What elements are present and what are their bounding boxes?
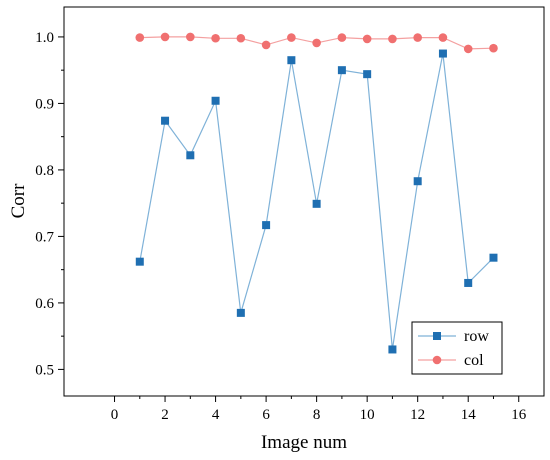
data-point-row	[262, 221, 271, 230]
legend-box	[411, 321, 503, 375]
data-point-row	[388, 345, 397, 354]
legend-label-col: col	[464, 352, 484, 369]
x-tick-label: 0	[111, 407, 119, 423]
x-tick-label: 14	[461, 407, 477, 423]
data-point-col	[135, 33, 145, 42]
series-layer	[135, 32, 498, 354]
data-point-col	[160, 32, 170, 42]
data-point-col	[388, 34, 397, 44]
data-point-col	[362, 34, 372, 44]
data-point-row	[363, 70, 372, 79]
data-point-row	[489, 253, 498, 262]
axes	[63, 6, 545, 397]
data-point-row	[287, 56, 296, 65]
data-point-col	[312, 38, 321, 48]
data-point-col	[211, 33, 220, 43]
legend-marker-row	[433, 332, 441, 340]
x-tick-label: 6	[262, 407, 270, 423]
data-point-row	[464, 278, 473, 287]
x-tick-label: 16	[511, 407, 527, 423]
data-point-col	[413, 33, 422, 42]
data-point-row	[337, 66, 346, 75]
data-point-row	[161, 116, 170, 125]
data-point-row	[413, 177, 422, 186]
x-tick-label: 10	[360, 407, 375, 423]
y-tick-label: 0.8	[35, 163, 54, 179]
plot-frame	[63, 6, 545, 397]
legend: row col	[411, 321, 503, 375]
data-point-col	[489, 43, 498, 53]
x-axis-ticks: 0 2 4 6 8 10 12 14 16	[111, 396, 527, 423]
data-point-row	[211, 96, 220, 105]
x-axis-title: Image num	[261, 432, 347, 453]
y-tick-label: 0.7	[35, 229, 54, 245]
y-tick-label: 0.5	[35, 362, 54, 378]
data-point-col	[261, 40, 271, 50]
y-tick-label: 0.9	[35, 96, 54, 112]
data-point-col	[337, 33, 347, 42]
data-point-col	[438, 33, 448, 42]
x-tick-label: 12	[410, 407, 425, 423]
x-tick-label: 4	[212, 407, 220, 423]
x-tick-label: 8	[313, 407, 321, 423]
data-point-row	[438, 49, 447, 58]
data-point-col	[186, 32, 195, 42]
data-point-row	[312, 199, 321, 208]
data-point-row	[236, 308, 245, 317]
data-point-row	[186, 151, 195, 160]
legend-label-row: row	[464, 328, 489, 345]
y-tick-label: 1.0	[35, 30, 54, 46]
data-point-col	[236, 33, 246, 43]
x-tick-label: 2	[161, 407, 169, 423]
y-axis-ticks: 0.5 0.6 0.7 0.8 0.9 1.0	[35, 30, 64, 378]
data-point-col	[287, 33, 296, 42]
legend-marker-col	[432, 355, 442, 365]
data-point-row	[135, 257, 144, 266]
y-axis-title: Corr	[8, 183, 29, 219]
y-tick-label: 0.6	[35, 296, 54, 312]
data-point-col	[463, 44, 473, 54]
